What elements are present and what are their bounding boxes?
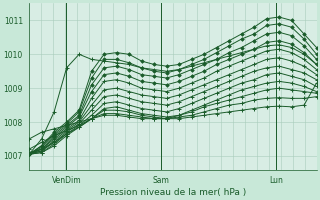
X-axis label: Pression niveau de la mer( hPa ): Pression niveau de la mer( hPa ) (100, 188, 246, 197)
